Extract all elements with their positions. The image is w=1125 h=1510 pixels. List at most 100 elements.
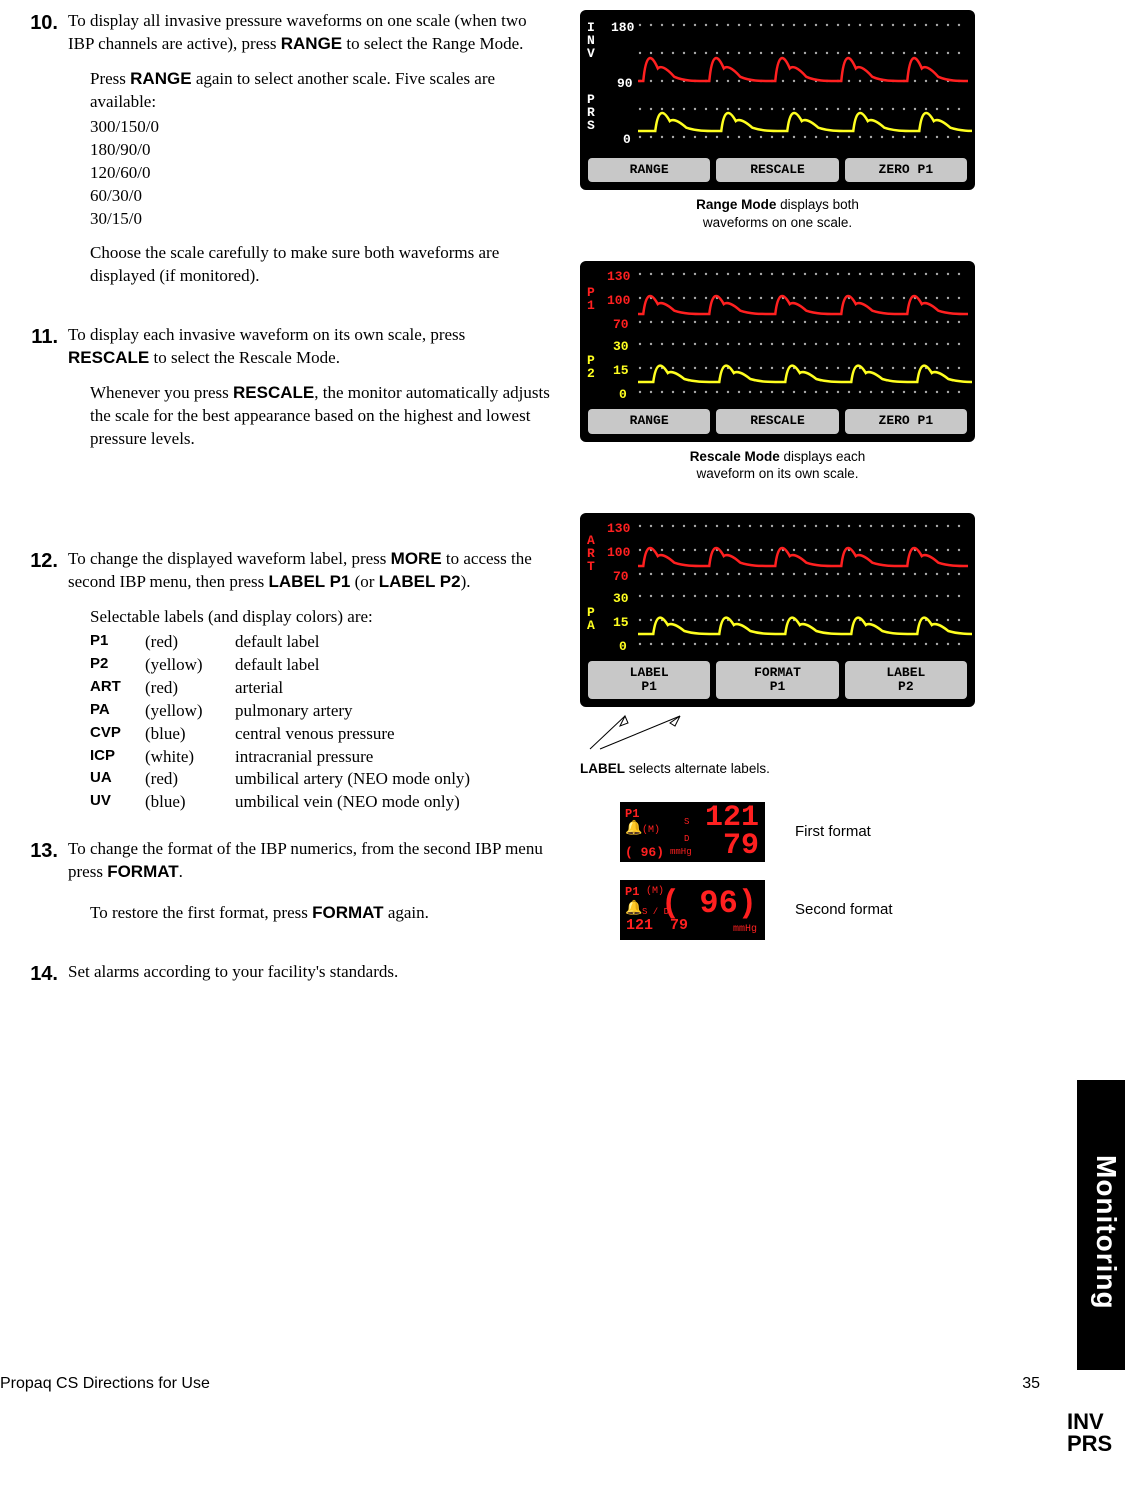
tick: 180 <box>611 19 634 37</box>
text: again. <box>384 903 429 922</box>
table-cell: UA <box>90 768 145 791</box>
format-p1-button[interactable]: FORMAT P1 <box>716 661 838 700</box>
scale-option: 30/15/0 <box>90 208 550 231</box>
instruction-column: 10. To display all invasive pressure wav… <box>0 10 550 1020</box>
table-cell: (white) <box>145 746 235 769</box>
key-label-p2: LABEL P2 <box>379 572 461 591</box>
text: (or <box>350 572 378 591</box>
label-note: LABEL selects alternate labels. <box>580 760 1050 778</box>
table-cell: P1 <box>90 631 145 654</box>
tick: 15 <box>613 362 629 380</box>
table-cell: (blue) <box>145 791 235 814</box>
text: to select the Rescale Mode. <box>149 348 340 367</box>
first-format-row: P1 🔔 (M) ( 96) mmHg S D 121 79 First for… <box>580 802 1050 862</box>
step-number: 14. <box>20 961 68 996</box>
caption-bold: Range Mode <box>696 197 776 212</box>
table-row: UV(blue)umbilical vein (NEO mode only) <box>90 791 550 814</box>
text: To change the displayed waveform label, … <box>68 549 391 568</box>
table-row: ICP(white)intracranial pressure <box>90 746 550 769</box>
key-label-p1: LABEL P1 <box>269 572 351 591</box>
range-caption: Range Mode displays both waveforms on on… <box>580 196 975 231</box>
table-cell: (yellow) <box>145 700 235 723</box>
rescale-button[interactable]: RESCALE <box>716 409 838 433</box>
label-p2-button[interactable]: LABEL P2 <box>845 661 967 700</box>
page-footer: Propaq CS Directions for Use 35 <box>0 1373 1075 1395</box>
text: . <box>179 862 183 881</box>
side-label-p1: P 1 <box>587 286 595 312</box>
step-11: 11. To display each invasive waveform on… <box>20 324 550 463</box>
table-cell: central venous pressure <box>235 723 550 746</box>
tick: 100 <box>607 544 630 562</box>
zero-p1-button[interactable]: ZERO P1 <box>845 158 967 182</box>
range-mode-screen: I N V P R S 180 90 0 RANGE RESCALE ZERO … <box>580 10 975 190</box>
table-cell: P2 <box>90 654 145 677</box>
step-number: 10. <box>20 10 68 300</box>
table-cell: (blue) <box>145 723 235 746</box>
side-label-inv: I N V <box>587 21 595 60</box>
zero-p1-button[interactable]: ZERO P1 <box>845 409 967 433</box>
text: Press <box>90 69 130 88</box>
key-range: RANGE <box>281 34 342 53</box>
table-cell: intracranial pressure <box>235 746 550 769</box>
table-cell: arterial <box>235 677 550 700</box>
tick: 130 <box>607 520 630 538</box>
table-cell: (red) <box>145 631 235 654</box>
table-row: P2(yellow)default label <box>90 654 550 677</box>
step-10: 10. To display all invasive pressure wav… <box>20 10 550 300</box>
unit-label: mmHg <box>670 846 692 858</box>
step-number: 12. <box>20 548 68 814</box>
text: Selectable labels (and display colors) a… <box>68 606 550 629</box>
step-number: 13. <box>20 838 68 937</box>
step-13: 13. To change the format of the IBP nume… <box>20 838 550 937</box>
table-row: PA(yellow)pulmonary artery <box>90 700 550 723</box>
key-format: FORMAT <box>312 903 383 922</box>
scale-option: 120/60/0 <box>90 162 550 185</box>
step-14: 14. Set alarms according to your facilit… <box>20 961 550 996</box>
table-cell: default label <box>235 631 550 654</box>
scale-option: 60/30/0 <box>90 185 550 208</box>
text: Whenever you press <box>90 383 233 402</box>
text: Set alarms according to your facility's … <box>68 961 550 984</box>
label-color-table: P1(red)default labelP2(yellow)default la… <box>90 631 550 815</box>
tick: 30 <box>613 590 629 608</box>
second-format-display: P1 (M) 🔔 S / D ( 96) 121 79 mmHg <box>620 880 765 940</box>
table-row: P1(red)default label <box>90 631 550 654</box>
rescale-mode-screen: P 1 P 2 130 100 70 30 15 0 RANGE RESCALE… <box>580 261 975 441</box>
tick: 70 <box>613 316 629 334</box>
unit-label: mmHg <box>733 923 757 937</box>
key-format: FORMAT <box>107 862 178 881</box>
side-label-p2: P 2 <box>587 354 595 380</box>
table-cell: UV <box>90 791 145 814</box>
section-tab: Monitoring <box>1077 1080 1125 1370</box>
table-cell: umbilical vein (NEO mode only) <box>235 791 550 814</box>
rescale-caption: Rescale Mode displays each waveform on i… <box>580 448 975 483</box>
rescale-button[interactable]: RESCALE <box>716 158 838 182</box>
sd-label: S D <box>684 814 689 846</box>
tick: 0 <box>619 386 627 404</box>
table-cell: ART <box>90 677 145 700</box>
arrow-icon <box>570 711 690 751</box>
table-cell: pulmonary artery <box>235 700 550 723</box>
text: Choose the scale carefully to make sure … <box>90 242 550 288</box>
table-row: UA(red)umbilical artery (NEO mode only) <box>90 768 550 791</box>
table-cell: default label <box>235 654 550 677</box>
table-cell: ICP <box>90 746 145 769</box>
tick: 70 <box>613 568 629 586</box>
p1-label: P1 <box>625 884 639 900</box>
range-button[interactable]: RANGE <box>588 409 710 433</box>
label-screen: A R T P A 130 100 70 30 15 0 LABEL P1 FO… <box>580 513 975 708</box>
waveform-svg <box>638 516 973 656</box>
tick: 100 <box>607 292 630 310</box>
page-number: 35 <box>1022 1373 1040 1395</box>
range-button[interactable]: RANGE <box>588 158 710 182</box>
tick: 30 <box>613 338 629 356</box>
table-cell: (yellow) <box>145 654 235 677</box>
label-p1-button[interactable]: LABEL P1 <box>588 661 710 700</box>
second-format-label: Second format <box>795 900 893 920</box>
section-subtab: INV PRS <box>1067 1411 1125 1455</box>
tick: 0 <box>623 131 631 149</box>
table-row: CVP(blue)central venous pressure <box>90 723 550 746</box>
diastolic: 79 <box>723 832 759 861</box>
note-rest: selects alternate labels. <box>625 761 770 776</box>
side-label-art: A R T <box>587 534 595 573</box>
